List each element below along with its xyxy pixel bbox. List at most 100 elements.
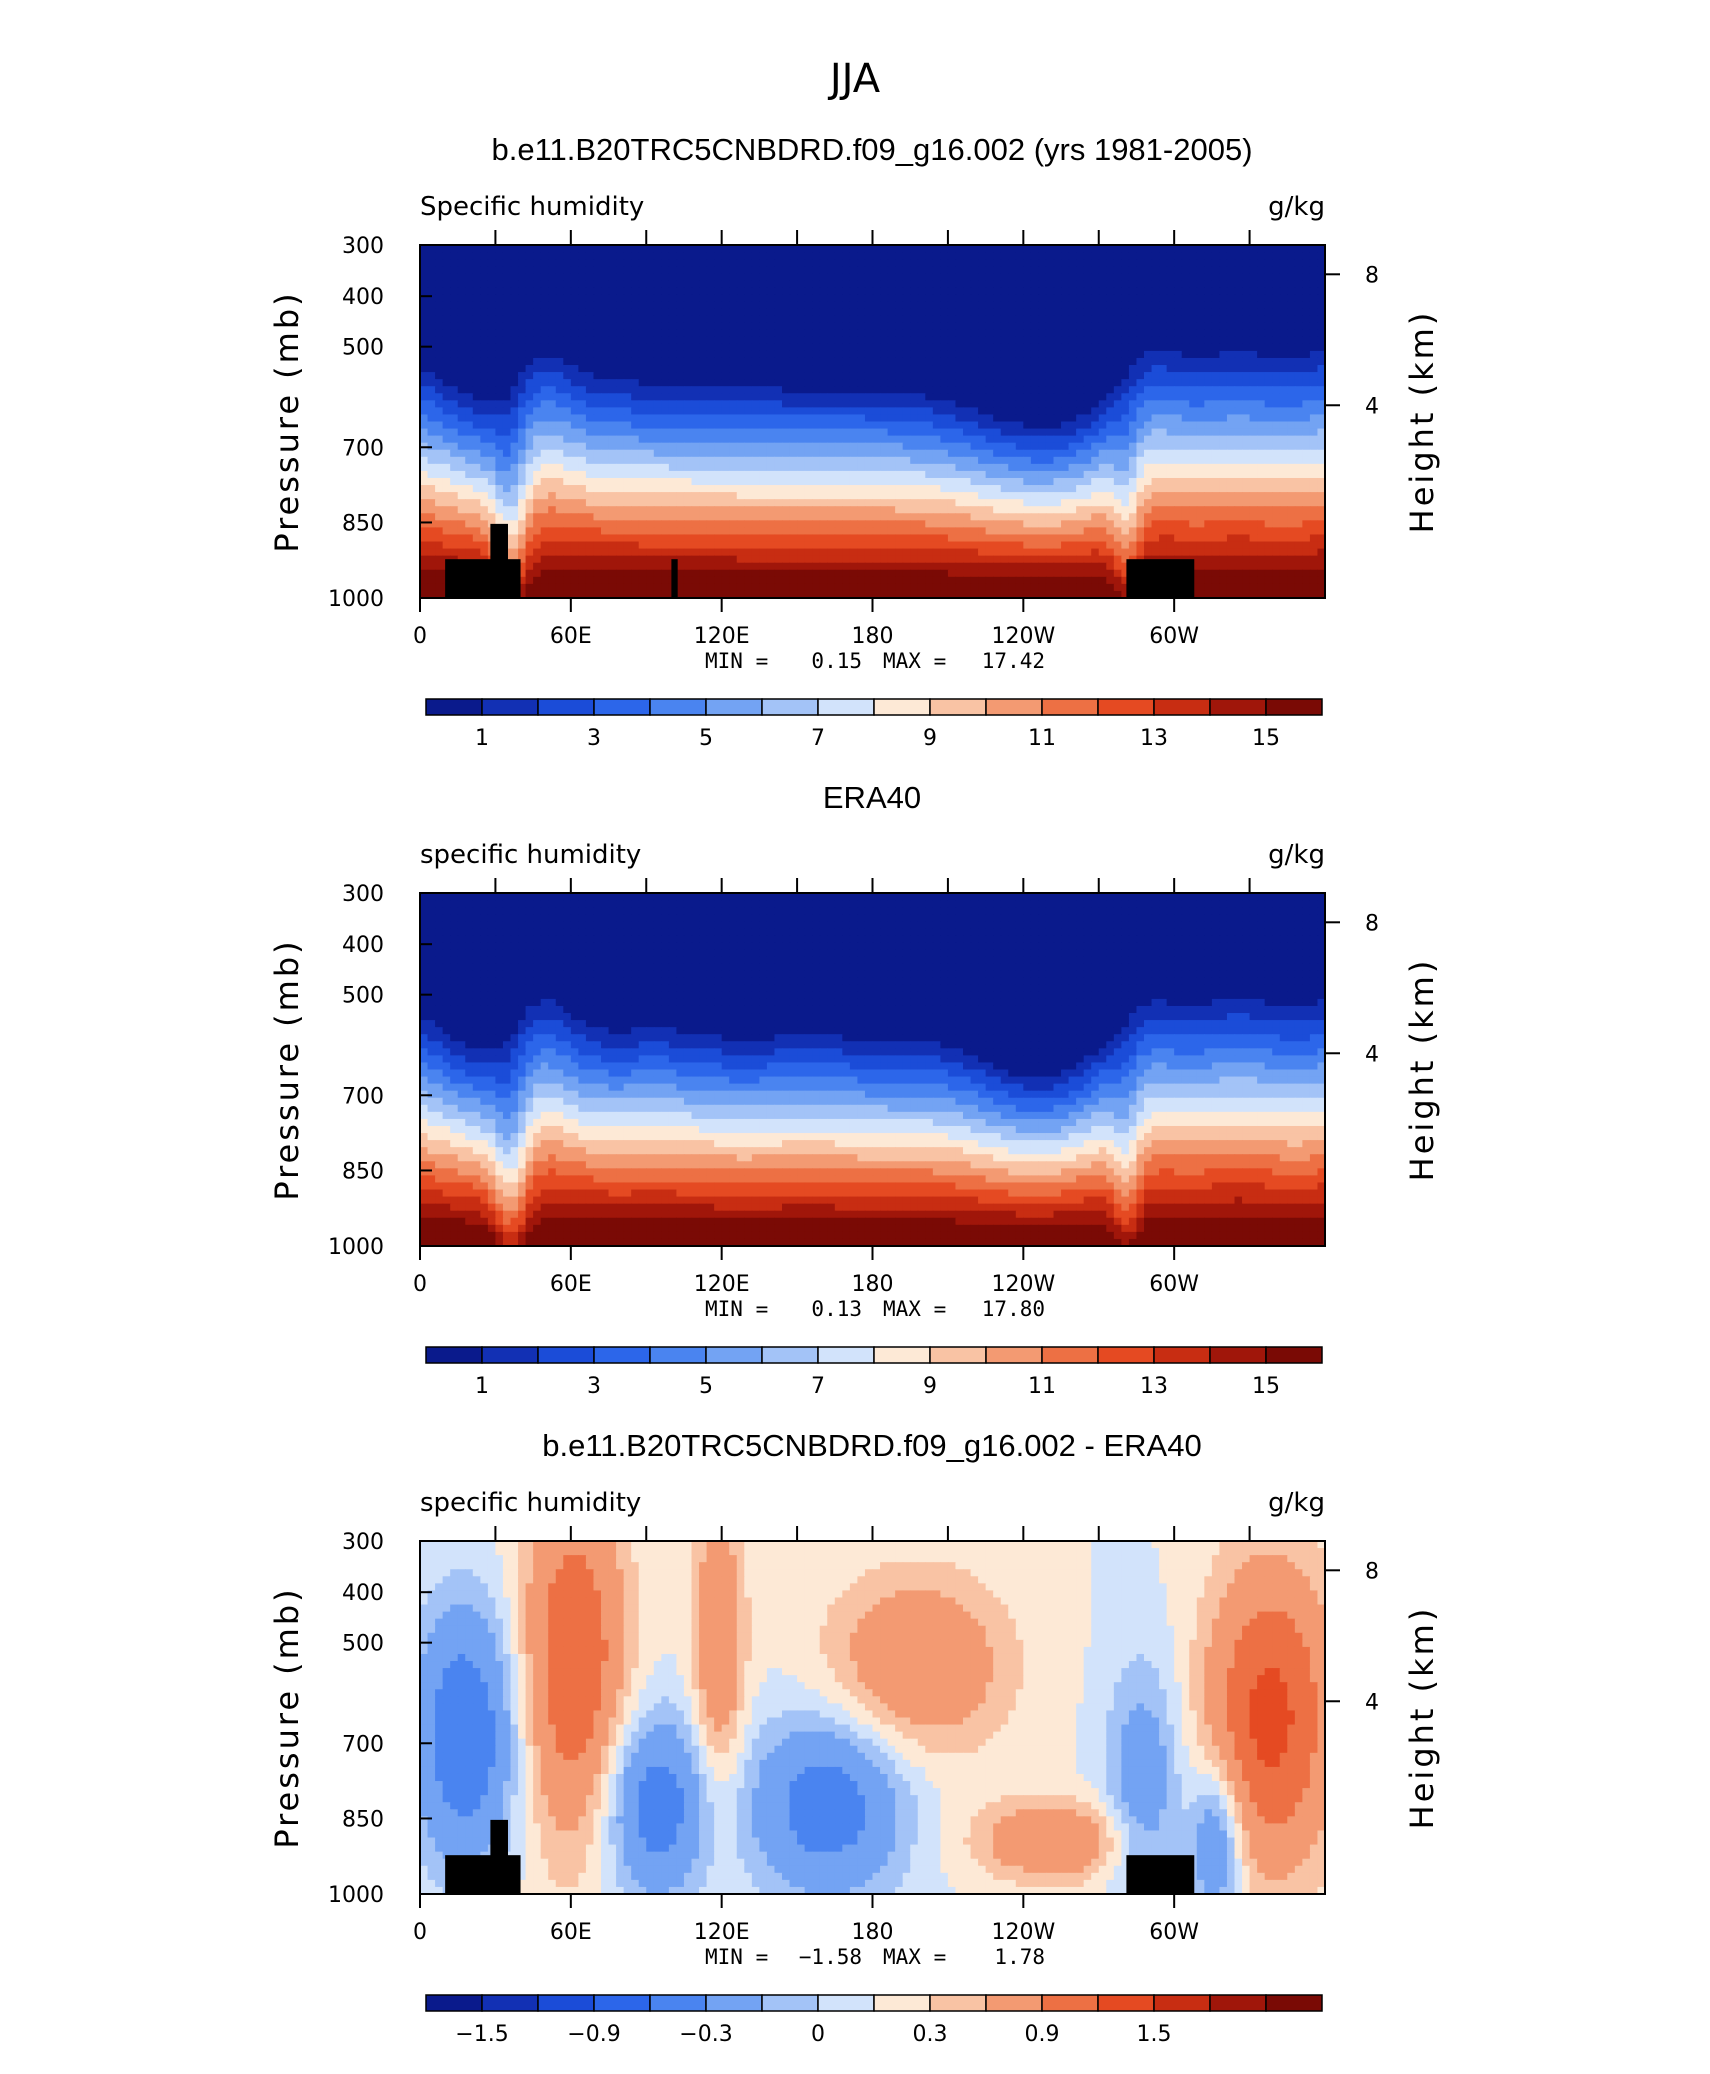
heatmap-cell (1166, 393, 1175, 401)
heatmap-cell (578, 499, 587, 507)
heatmap-cell (420, 301, 429, 310)
heatmap-cell (895, 336, 904, 345)
heatmap-cell (978, 442, 987, 451)
heatmap-cell (480, 492, 489, 500)
heatmap-cell (442, 393, 451, 401)
heatmap-cell (978, 259, 987, 267)
heatmap-cell (993, 393, 1002, 401)
heatmap-cell (616, 315, 625, 324)
heatmap-cell (1061, 513, 1070, 521)
heatmap-cell (842, 280, 851, 288)
heatmap-cell (1242, 336, 1251, 345)
heatmap-cell (970, 357, 979, 366)
heatmap-cell (525, 442, 534, 451)
heatmap-cell (435, 485, 444, 493)
heatmap-cell (623, 252, 632, 260)
heatmap-cell (502, 336, 512, 345)
heatmap-cell (766, 400, 776, 408)
heatmap-cell (925, 520, 934, 528)
heatmap-cell (834, 315, 843, 324)
heatmap-cell (653, 513, 662, 521)
heatmap-cell (1309, 350, 1319, 359)
heatmap-cell (457, 513, 466, 521)
heatmap-cell (1144, 357, 1153, 366)
heatmap-cell (1121, 294, 1130, 303)
heatmap-cell (880, 280, 889, 288)
heatmap-cell (1257, 400, 1266, 408)
heatmap-cell (699, 442, 708, 451)
heatmap-cell (751, 365, 760, 373)
heatmap-cell (797, 506, 806, 514)
heatmap-cell (955, 336, 964, 345)
heatmap-cell (917, 463, 926, 472)
heatmap-cell (601, 386, 610, 394)
heatmap-cell (797, 435, 806, 444)
heatmap-cell (789, 492, 798, 500)
heatmap-cell (985, 400, 994, 408)
heatmap-cell (563, 245, 572, 253)
heatmap-cell (1272, 365, 1281, 373)
heatmap-cell (789, 470, 798, 479)
heatmap-cell (925, 435, 934, 444)
heatmap-cell (646, 513, 655, 521)
heatmap-cell (1159, 520, 1168, 528)
heatmap-cell (872, 534, 881, 543)
heatmap-cell (548, 343, 557, 352)
heatmap-cell (653, 527, 662, 536)
heatmap-cell (548, 379, 557, 387)
heatmap-cell (1159, 456, 1168, 465)
heatmap-cell (585, 407, 595, 416)
heatmap-cell (902, 280, 911, 288)
heatmap-cell (970, 442, 979, 451)
heatmap-cell (744, 280, 753, 288)
heatmap-cell (714, 513, 723, 521)
heatmap-cell (1030, 329, 1040, 338)
heatmap-cell (472, 294, 481, 303)
heatmap-cell (782, 414, 791, 423)
heatmap-cell (1030, 407, 1040, 416)
heatmap-cell (774, 428, 783, 437)
heatmap-cell (1083, 245, 1092, 253)
heatmap-cell (1144, 492, 1153, 500)
heatmap-cell (1038, 350, 1047, 359)
heatmap-cell (661, 442, 670, 451)
heatmap-cell (653, 343, 662, 352)
heatmap-cell (902, 449, 911, 458)
heatmap-cell (1061, 414, 1070, 423)
heatmap-cell (1068, 245, 1077, 253)
heatmap-cell (1098, 315, 1107, 324)
heatmap-cell (1023, 336, 1032, 345)
heatmap-cell (465, 259, 474, 267)
heatmap-cell (616, 492, 625, 500)
heatmap-cell (563, 520, 572, 528)
heatmap-cell (1309, 357, 1319, 366)
heatmap-cell (1249, 499, 1258, 507)
heatmap-cell (631, 315, 640, 324)
heatmap-cell (744, 350, 753, 359)
heatmap-cell (1121, 308, 1130, 317)
heatmap-cell (985, 506, 994, 514)
heatmap-cell (1098, 520, 1107, 528)
heatmap-cell (601, 266, 610, 274)
heatmap-cell (842, 485, 851, 493)
heatmap-cell (887, 266, 896, 274)
heatmap-cell (1242, 322, 1251, 331)
heatmap-cell (812, 357, 821, 366)
heatmap-cell (1242, 350, 1251, 359)
heatmap-cell (585, 393, 595, 401)
heatmap-cell (1113, 407, 1122, 416)
heatmap-cell (1008, 301, 1017, 310)
heatmap-cell (1234, 336, 1243, 345)
heatmap-cell (932, 308, 941, 317)
heatmap-cell (849, 379, 859, 387)
heatmap-cell (1302, 499, 1311, 507)
heatmap-cell (1279, 414, 1288, 423)
heatmap-cell (736, 477, 745, 486)
heatmap-cell (932, 513, 941, 521)
heatmap-cell (1204, 280, 1213, 288)
heatmap-cell (932, 294, 941, 303)
heatmap-cell (585, 428, 595, 437)
heatmap-cell (1015, 287, 1024, 296)
heatmap-cell (616, 485, 625, 493)
heatmap-cell (525, 329, 534, 338)
